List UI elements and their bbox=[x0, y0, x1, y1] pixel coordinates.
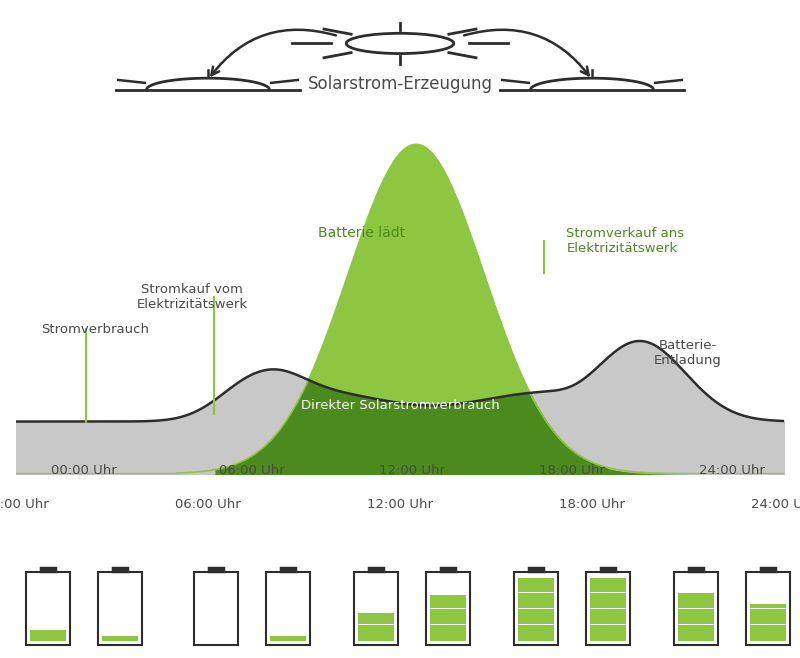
Text: 00:00 Uhr: 00:00 Uhr bbox=[0, 498, 49, 511]
Text: Solarstrom-Erzeugung: Solarstrom-Erzeugung bbox=[307, 75, 493, 93]
Text: 12:00 Uhr: 12:00 Uhr bbox=[367, 498, 433, 511]
Text: Stromkauf vom
Elektrizitätswerk: Stromkauf vom Elektrizitätswerk bbox=[137, 283, 247, 311]
Text: 18:00 Uhr: 18:00 Uhr bbox=[539, 464, 605, 477]
FancyArrowPatch shape bbox=[211, 30, 336, 75]
Text: 24:00 Uhr: 24:00 Uhr bbox=[699, 464, 765, 477]
Text: 18:00 Uhr: 18:00 Uhr bbox=[559, 498, 625, 511]
Text: Batterie-
Entladung: Batterie- Entladung bbox=[654, 340, 722, 367]
Text: Stromverkauf ans
Elektrizitätswerk: Stromverkauf ans Elektrizitätswerk bbox=[566, 227, 685, 255]
Text: 06:00 Uhr: 06:00 Uhr bbox=[219, 464, 285, 477]
Text: 12:00 Uhr: 12:00 Uhr bbox=[379, 464, 445, 477]
Text: Direkter Solarstromverbrauch: Direkter Solarstromverbrauch bbox=[301, 399, 499, 412]
Text: Stromverbrauch: Stromverbrauch bbox=[42, 322, 150, 336]
FancyArrowPatch shape bbox=[464, 30, 589, 75]
Text: 06:00 Uhr: 06:00 Uhr bbox=[175, 498, 241, 511]
Text: 00:00 Uhr: 00:00 Uhr bbox=[51, 464, 117, 477]
Text: Batterie lädt: Batterie lädt bbox=[318, 226, 405, 240]
Text: 24:00 Uhr: 24:00 Uhr bbox=[751, 498, 800, 511]
